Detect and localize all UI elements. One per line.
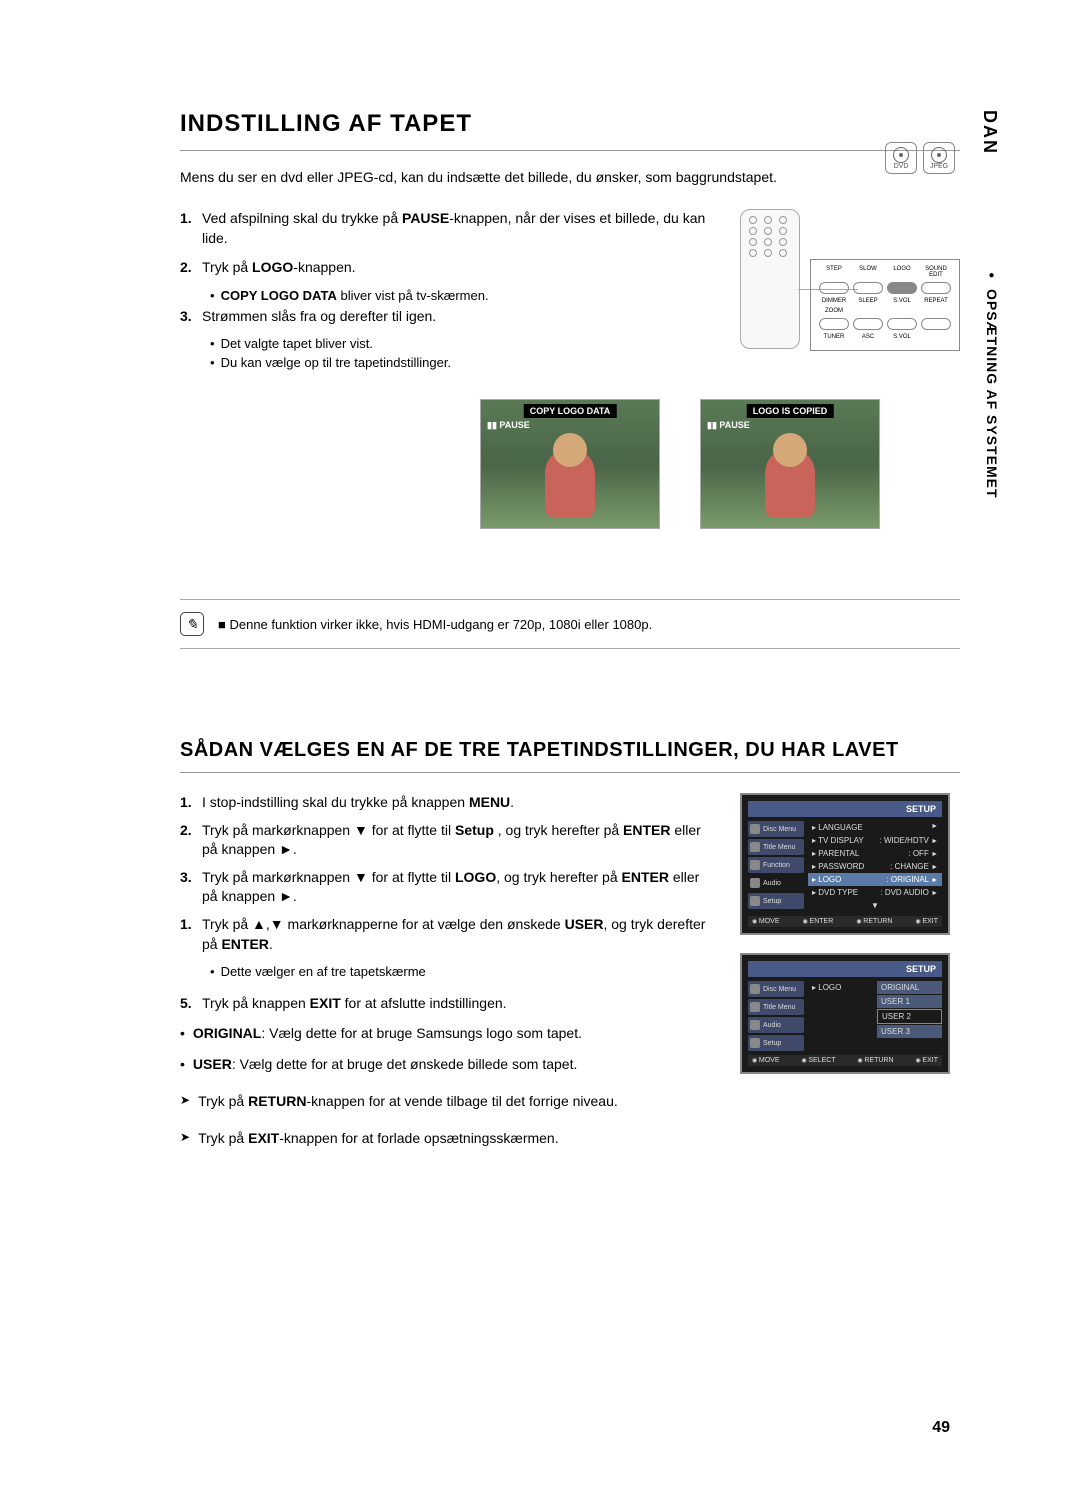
section2-steps: 1. I stop-indstilling skal du trykke på … (180, 793, 716, 1149)
section1-intro: Mens du ser en dvd eller JPEG-cd, kan du… (180, 169, 960, 185)
divider (180, 772, 960, 773)
screenshot-copy: COPY LOGO DATA ▮▮ PAUSE (480, 399, 660, 529)
sub-bullet: Dette vælger en af tre tapetskærme (210, 962, 716, 982)
option-user: USER: Vælg dette for at bruge det ønsked… (180, 1054, 716, 1075)
logo-button-hl (887, 282, 917, 294)
jpeg-icon: JPEG (923, 142, 955, 174)
section1-title: INDSTILLING AF TAPET (180, 110, 960, 138)
section1-steps: 1. Ved afspilning skal du trykke på PAUS… (180, 209, 710, 374)
screenshot-row: COPY LOGO DATA ▮▮ PAUSE LOGO IS COPIED ▮… (480, 399, 960, 529)
format-icons: DVD JPEG (885, 142, 955, 174)
screenshot-copied: LOGO IS COPIED ▮▮ PAUSE (700, 399, 880, 529)
page-number: 49 (932, 1419, 950, 1437)
note-box: ✎ ■ Denne funktion virker ikke, hvis HDM… (180, 599, 960, 649)
exit-hint: Tryk på EXIT-knappen for at forlade opsæ… (180, 1128, 716, 1149)
note-icon: ✎ (180, 612, 204, 636)
osd-menu-setup: SETUP Disc Menu Title Menu Function Audi… (740, 793, 950, 935)
sub-bullet: Du kan vælge op til tre tapetindstilling… (210, 355, 710, 370)
remote-diagram: STEP SLOW LOGO SOUND EDIT DIMMER SLEEP S… (730, 209, 960, 379)
divider (180, 150, 960, 151)
button-closeup: STEP SLOW LOGO SOUND EDIT DIMMER SLEEP S… (810, 259, 960, 351)
osd-menu-logo: SETUP Disc Menu Title Menu Audio Setup ▸… (740, 953, 950, 1074)
dvd-icon: DVD (885, 142, 917, 174)
return-hint: Tryk på RETURN-knappen for at vende tilb… (180, 1091, 716, 1112)
sub-bullet: COPY LOGO DATA bliver vist på tv-skærmen… (210, 288, 710, 303)
option-original: ORIGINAL: Vælg dette for at bruge Samsun… (180, 1023, 716, 1044)
section2-title: SÅDAN VÆLGES EN AF DE TRE TAPETINDSTILLI… (180, 739, 960, 762)
sub-bullet: Det valgte tapet bliver vist. (210, 336, 710, 351)
